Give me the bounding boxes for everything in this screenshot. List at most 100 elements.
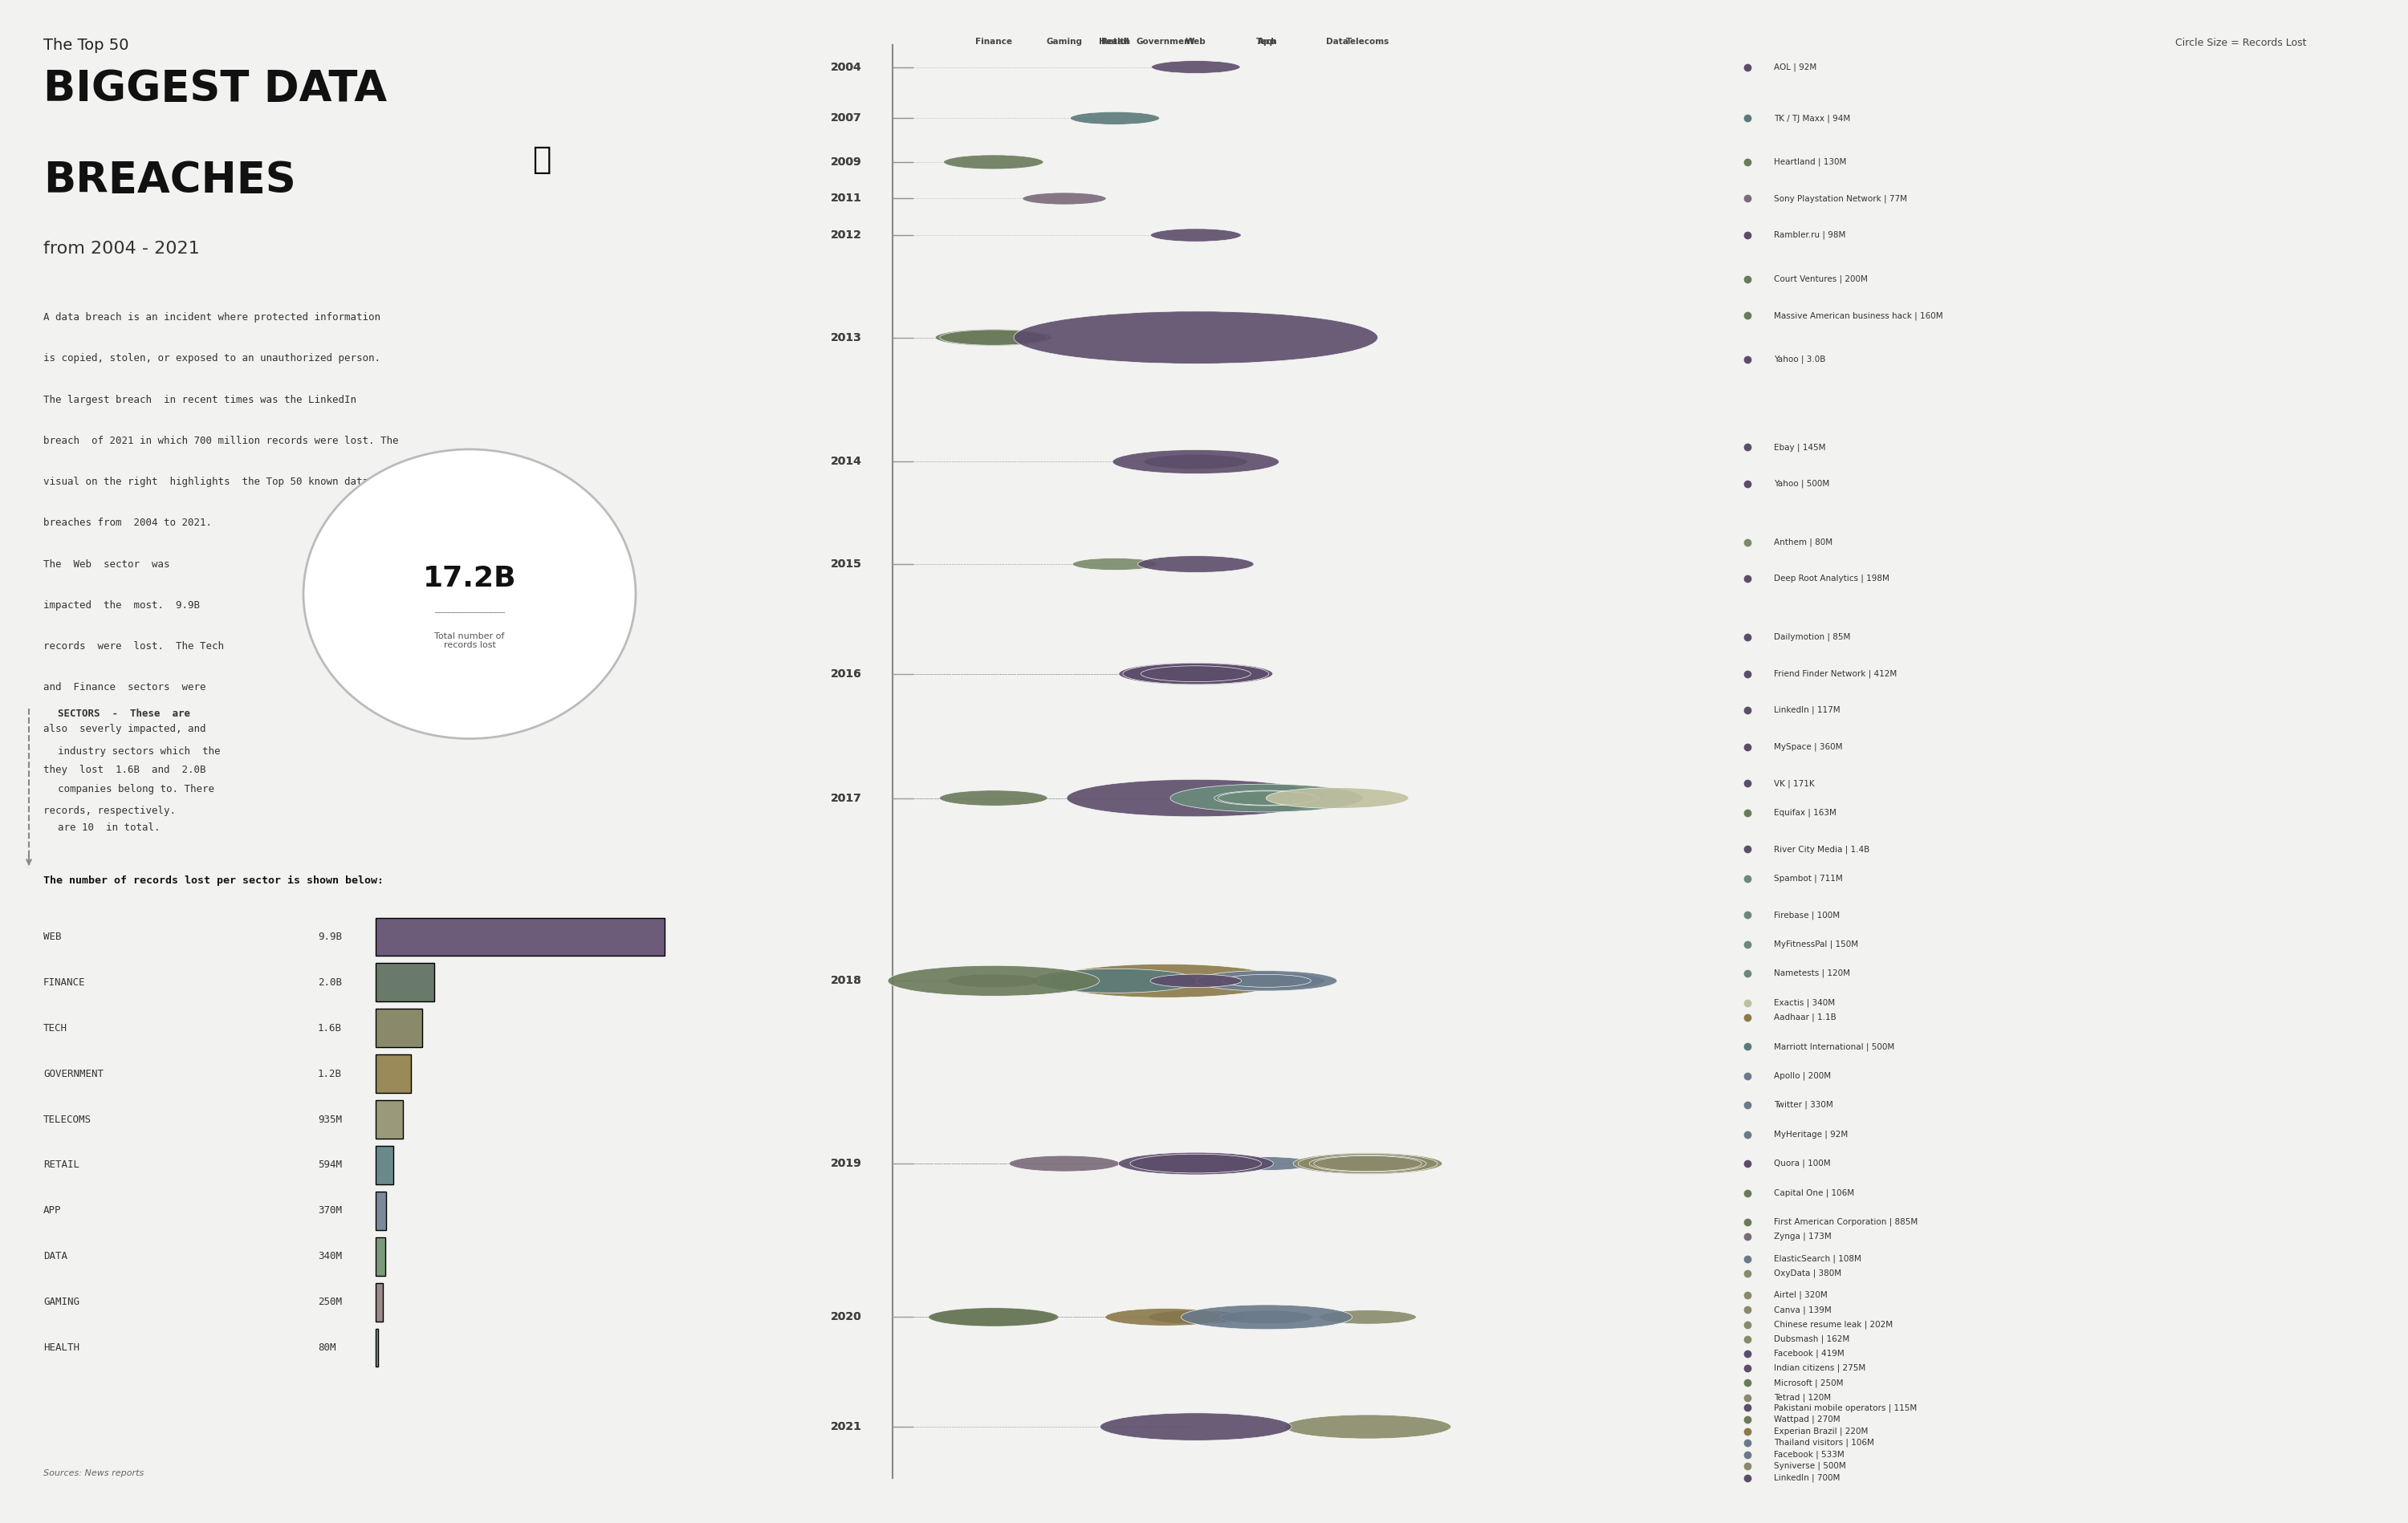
Text: records, respectively.: records, respectively. [43, 806, 176, 816]
Text: industry sectors which  the: industry sectors which the [58, 746, 222, 757]
Text: Experian Brazil | 220M: Experian Brazil | 220M [1775, 1427, 1869, 1435]
Text: Microsoft | 250M: Microsoft | 250M [1775, 1378, 1845, 1387]
Text: 2004: 2004 [831, 61, 862, 73]
Text: Syniverse | 500M: Syniverse | 500M [1775, 1462, 1847, 1470]
Text: APP: APP [43, 1206, 63, 1215]
Text: BREACHES: BREACHES [43, 160, 296, 201]
Text: RETAIL: RETAIL [43, 1161, 79, 1170]
Circle shape [1120, 663, 1274, 685]
Circle shape [1137, 556, 1255, 573]
Circle shape [929, 1308, 1060, 1327]
FancyBboxPatch shape [376, 1010, 421, 1048]
Text: 2016: 2016 [831, 669, 862, 679]
Text: 2021: 2021 [831, 1421, 862, 1432]
Circle shape [1223, 975, 1310, 987]
Text: Total number of
records lost: Total number of records lost [433, 632, 506, 649]
Text: are 10  in total.: are 10 in total. [58, 822, 159, 833]
Circle shape [1153, 667, 1240, 681]
Text: 2012: 2012 [831, 230, 862, 241]
FancyBboxPatch shape [376, 1055, 412, 1094]
Text: 1.2B: 1.2B [318, 1069, 342, 1078]
Circle shape [1221, 792, 1312, 804]
Text: Deep Root Analytics | 198M: Deep Root Analytics | 198M [1775, 574, 1890, 583]
Text: The largest breach  in recent times was the LinkedIn: The largest breach in recent times was t… [43, 394, 356, 405]
Text: Data: Data [1327, 38, 1348, 46]
Text: Rambler.ru | 98M: Rambler.ru | 98M [1775, 231, 1847, 239]
Ellipse shape [303, 449, 636, 739]
Text: and  Finance  sectors  were: and Finance sectors were [43, 682, 205, 693]
Text: TK / TJ Maxx | 94M: TK / TJ Maxx | 94M [1775, 114, 1852, 122]
Text: 2009: 2009 [831, 157, 862, 168]
Circle shape [1180, 1305, 1353, 1330]
Text: 2016: 2016 [831, 669, 862, 679]
Circle shape [1149, 667, 1245, 681]
Text: Health: Health [1098, 38, 1132, 46]
Text: MyFitnessPal | 150M: MyFitnessPal | 150M [1775, 940, 1859, 949]
Text: The Top 50: The Top 50 [43, 38, 130, 53]
Text: The number of records lost per sector is shown below:: The number of records lost per sector is… [43, 876, 383, 886]
Text: Facebook | 533M: Facebook | 533M [1775, 1450, 1845, 1459]
Text: Dubsmash | 162M: Dubsmash | 162M [1775, 1334, 1849, 1343]
Circle shape [1014, 311, 1377, 364]
Text: TELECOMS: TELECOMS [43, 1115, 92, 1124]
Text: 2019: 2019 [831, 1157, 862, 1170]
FancyBboxPatch shape [376, 1284, 383, 1322]
Circle shape [1141, 666, 1250, 682]
Circle shape [1144, 454, 1247, 469]
Text: GAMING: GAMING [43, 1298, 79, 1307]
Text: Firebase | 100M: Firebase | 100M [1775, 911, 1840, 920]
Text: TECH: TECH [43, 1023, 67, 1033]
Text: BIGGEST DATA: BIGGEST DATA [43, 69, 388, 110]
Text: Massive American business hack | 160M: Massive American business hack | 160M [1775, 311, 1943, 320]
Text: 2017: 2017 [831, 792, 862, 804]
Text: SECTORS  -  These  are: SECTORS - These are [58, 708, 190, 719]
Text: 17.2B: 17.2B [424, 565, 515, 592]
Text: Nametests | 120M: Nametests | 120M [1775, 969, 1849, 978]
Circle shape [939, 330, 1047, 346]
Text: is copied, stolen, or exposed to an unauthorized person.: is copied, stolen, or exposed to an unau… [43, 353, 380, 364]
Text: Canva | 139M: Canva | 139M [1775, 1305, 1832, 1314]
Circle shape [1067, 780, 1324, 816]
Text: Sony Playstation Network | 77M: Sony Playstation Network | 77M [1775, 195, 1907, 203]
Text: MyHeritage | 92M: MyHeritage | 92M [1775, 1130, 1849, 1139]
Text: The  Web  sector  was: The Web sector was [43, 559, 169, 570]
Circle shape [1221, 1310, 1312, 1323]
Text: 9.9B: 9.9B [318, 932, 342, 941]
Text: Facebook | 419M: Facebook | 419M [1775, 1349, 1845, 1359]
Text: Aadhaar | 1.1B: Aadhaar | 1.1B [1775, 1013, 1837, 1022]
Text: 2020: 2020 [831, 1311, 862, 1322]
Text: 2013: 2013 [831, 332, 862, 343]
Text: 2.0B: 2.0B [318, 978, 342, 987]
Text: Indian citizens | 275M: Indian citizens | 275M [1775, 1365, 1866, 1372]
Text: VK | 171K: VK | 171K [1775, 780, 1816, 787]
Circle shape [1129, 1154, 1262, 1173]
Text: 2011: 2011 [831, 193, 862, 204]
Circle shape [1151, 975, 1243, 987]
Circle shape [1105, 1308, 1226, 1327]
Circle shape [1218, 790, 1315, 806]
Text: LinkedIn | 700M: LinkedIn | 700M [1775, 1474, 1840, 1482]
FancyBboxPatch shape [376, 964, 433, 1002]
Text: from 2004 - 2021: from 2004 - 2021 [43, 241, 200, 257]
Text: HEALTH: HEALTH [43, 1343, 79, 1352]
Text: Ebay | 145M: Ebay | 145M [1775, 443, 1825, 451]
Circle shape [1283, 1415, 1452, 1439]
Text: App: App [1257, 38, 1276, 46]
Text: 2004: 2004 [831, 61, 862, 73]
Text: 250M: 250M [318, 1298, 342, 1307]
Text: 2007: 2007 [831, 113, 862, 123]
Text: Dailymotion | 85M: Dailymotion | 85M [1775, 634, 1852, 641]
Text: Apollo | 200M: Apollo | 200M [1775, 1072, 1832, 1080]
Text: 2021: 2021 [831, 1421, 862, 1432]
Text: also  severly impacted, and: also severly impacted, and [43, 723, 205, 734]
Text: Friend Finder Network | 412M: Friend Finder Network | 412M [1775, 670, 1898, 678]
Text: 1.6B: 1.6B [318, 1023, 342, 1033]
Text: Tetrad | 120M: Tetrad | 120M [1775, 1394, 1832, 1401]
Circle shape [1197, 970, 1336, 991]
Text: 2012: 2012 [831, 230, 862, 241]
Text: MySpace | 360M: MySpace | 360M [1775, 743, 1842, 751]
Text: Heartland | 130M: Heartland | 130M [1775, 158, 1847, 166]
FancyBboxPatch shape [376, 1193, 385, 1231]
Circle shape [1149, 1310, 1243, 1323]
Circle shape [1209, 972, 1324, 990]
